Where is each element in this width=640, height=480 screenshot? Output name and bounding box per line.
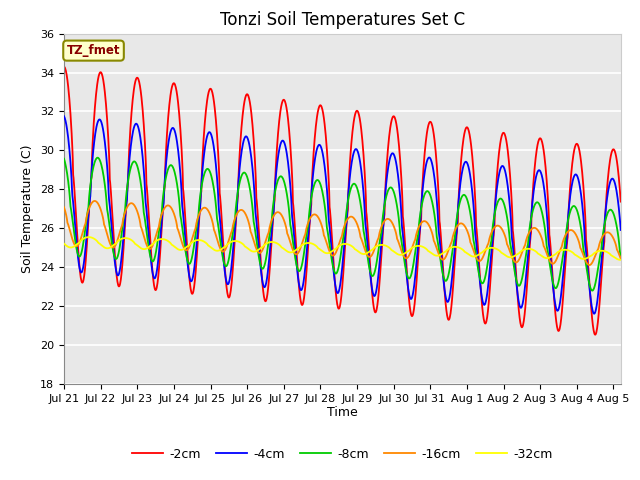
-32cm xyxy=(516,250,524,255)
-8cm xyxy=(617,253,625,259)
-32cm xyxy=(308,241,316,247)
Text: TZ_fmet: TZ_fmet xyxy=(67,44,120,57)
-16cm xyxy=(288,244,296,250)
-2cm xyxy=(515,312,523,317)
Line: -2cm: -2cm xyxy=(64,67,621,335)
-8cm xyxy=(340,232,348,238)
-16cm xyxy=(60,204,68,210)
Line: -4cm: -4cm xyxy=(64,116,621,314)
-32cm xyxy=(288,250,296,255)
-16cm xyxy=(586,262,593,268)
-2cm xyxy=(308,178,316,183)
-4cm xyxy=(308,182,316,188)
-8cm xyxy=(93,155,101,161)
-16cm xyxy=(590,257,598,263)
X-axis label: Time: Time xyxy=(327,407,358,420)
-4cm xyxy=(60,113,68,119)
-8cm xyxy=(360,230,368,236)
-16cm xyxy=(308,212,316,218)
-32cm xyxy=(340,241,348,247)
-4cm xyxy=(339,253,347,259)
-4cm xyxy=(589,309,596,314)
-32cm xyxy=(589,251,597,257)
-4cm xyxy=(590,311,598,317)
-2cm xyxy=(360,152,367,158)
Line: -16cm: -16cm xyxy=(64,201,621,265)
-2cm xyxy=(589,323,596,328)
-16cm xyxy=(91,198,99,204)
Title: Tonzi Soil Temperatures Set C: Tonzi Soil Temperatures Set C xyxy=(220,11,465,29)
-16cm xyxy=(360,244,368,250)
Y-axis label: Soil Temperature (C): Soil Temperature (C) xyxy=(22,144,35,273)
Line: -8cm: -8cm xyxy=(64,158,621,290)
-32cm xyxy=(616,257,624,263)
-2cm xyxy=(617,199,625,204)
-32cm xyxy=(85,234,93,240)
-2cm xyxy=(287,160,295,166)
-4cm xyxy=(287,200,295,205)
Legend: -2cm, -4cm, -8cm, -16cm, -32cm: -2cm, -4cm, -8cm, -16cm, -32cm xyxy=(127,443,558,466)
-2cm xyxy=(339,270,347,276)
-8cm xyxy=(308,189,316,195)
-16cm xyxy=(516,256,524,262)
-32cm xyxy=(60,241,68,247)
-8cm xyxy=(60,156,68,162)
-32cm xyxy=(617,257,625,263)
-2cm xyxy=(591,332,599,337)
-4cm xyxy=(360,190,367,196)
-4cm xyxy=(515,301,523,307)
-16cm xyxy=(340,225,348,231)
-2cm xyxy=(60,64,68,70)
-4cm xyxy=(617,227,625,233)
Line: -32cm: -32cm xyxy=(64,237,621,260)
-16cm xyxy=(617,256,625,262)
-8cm xyxy=(516,283,524,288)
-8cm xyxy=(288,231,296,237)
-8cm xyxy=(590,286,598,292)
-32cm xyxy=(360,251,368,257)
-8cm xyxy=(588,288,596,293)
